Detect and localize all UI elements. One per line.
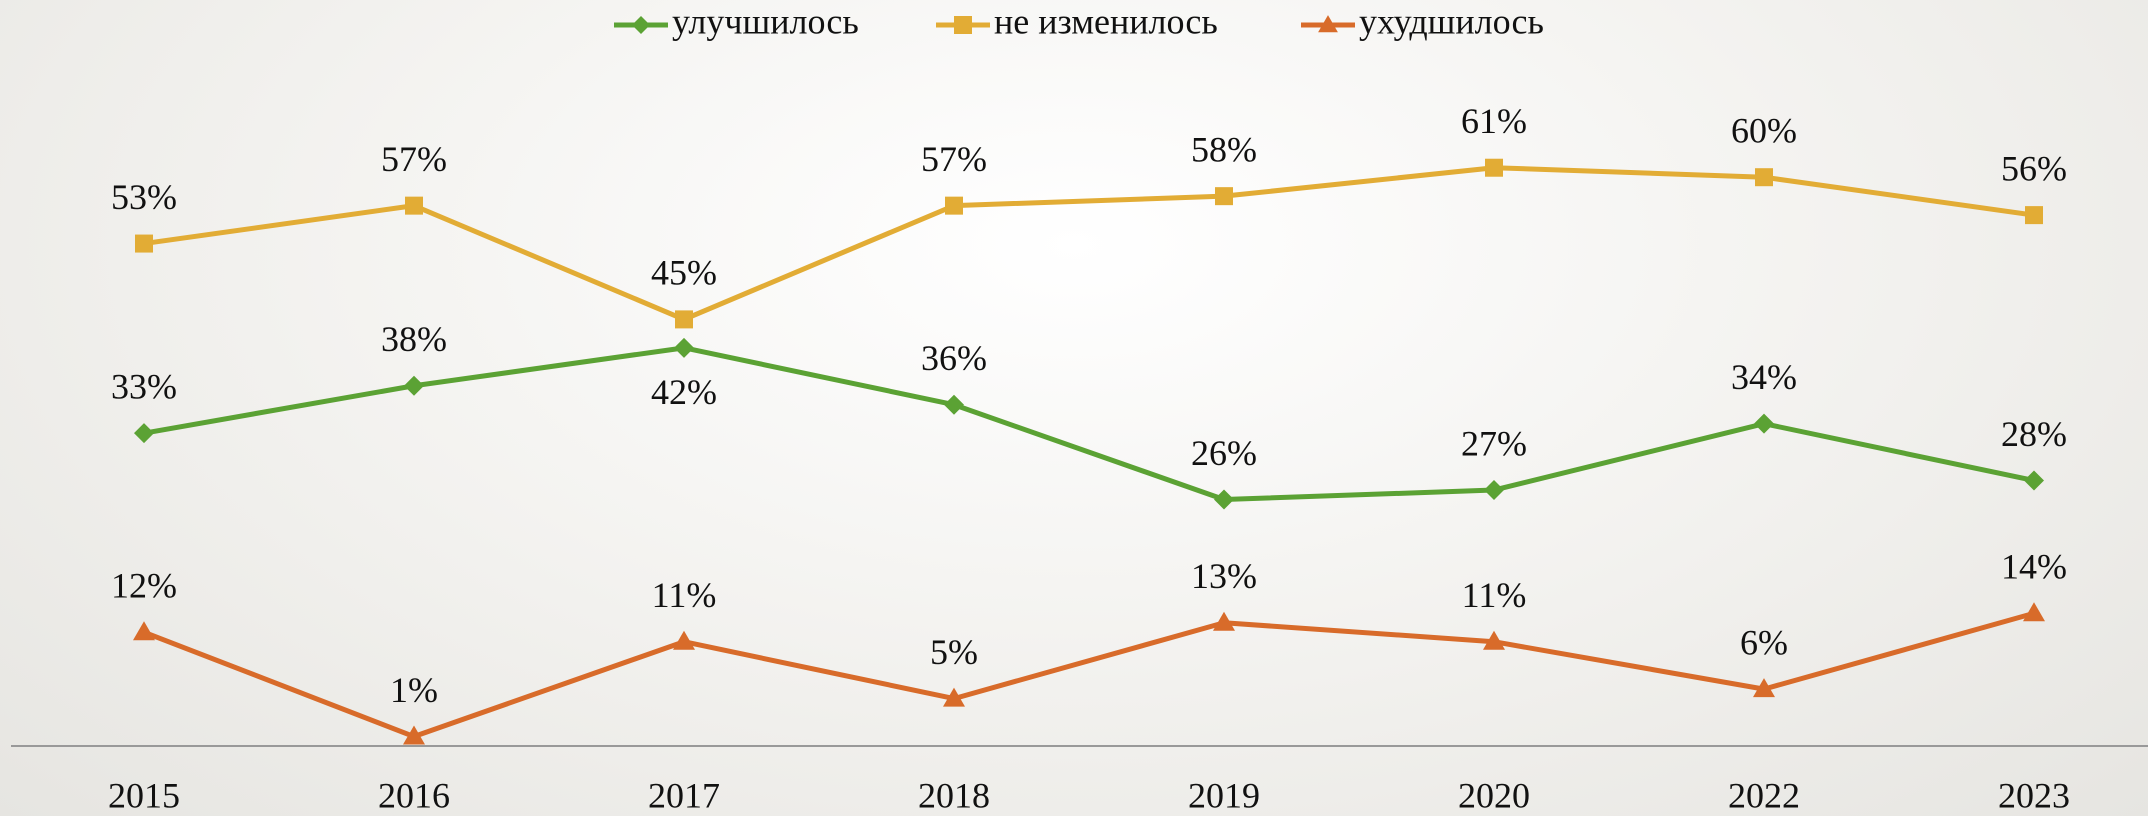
data-label: 14% <box>2001 547 2067 587</box>
marker <box>945 196 963 215</box>
legend-label: улучшилось <box>672 1 859 41</box>
data-label: 57% <box>921 139 987 179</box>
x-tick-label: 2017 <box>648 775 720 815</box>
data-label: 1% <box>390 670 438 710</box>
data-label: 61% <box>1461 101 1527 141</box>
x-tick-label: 2022 <box>1728 775 1800 815</box>
data-label: 57% <box>381 139 447 179</box>
marker <box>1755 168 1773 187</box>
x-tick-label: 2020 <box>1458 775 1530 815</box>
data-label: 58% <box>1191 129 1257 169</box>
marker <box>1483 630 1505 650</box>
x-tick-label: 2016 <box>378 775 450 815</box>
marker <box>1213 611 1235 631</box>
data-label: 45% <box>651 253 717 293</box>
marker <box>675 310 693 329</box>
marker <box>1753 678 1775 698</box>
marker <box>944 394 964 415</box>
data-label: 26% <box>1191 433 1257 473</box>
data-label: 12% <box>111 566 177 606</box>
data-label: 33% <box>111 366 177 406</box>
data-label: 53% <box>111 177 177 217</box>
marker <box>134 423 154 444</box>
data-label: 28% <box>2001 414 2067 454</box>
data-label: 11% <box>1462 575 1527 615</box>
legend-label: ухудшилось <box>1359 1 1544 41</box>
data-label: 13% <box>1191 556 1257 596</box>
series-line <box>143 610 2035 740</box>
marker <box>403 725 425 745</box>
marker <box>404 375 424 396</box>
marker <box>954 16 972 34</box>
marker <box>1318 15 1338 33</box>
x-tick-label: 2019 <box>1188 775 1260 815</box>
legend-label: не изменилось <box>994 1 1218 41</box>
marker <box>673 630 695 650</box>
marker <box>1754 413 1774 434</box>
data-label: 56% <box>2001 148 2067 188</box>
data-label: 27% <box>1461 423 1527 463</box>
marker <box>1485 158 1503 177</box>
marker <box>1215 187 1233 206</box>
marker <box>2023 602 2045 622</box>
data-label: 38% <box>381 319 447 359</box>
data-label: 11% <box>652 575 717 615</box>
marker <box>405 196 423 215</box>
x-tick-label: 2023 <box>1998 775 2070 815</box>
marker <box>2025 206 2043 225</box>
data-label: 34% <box>1731 357 1797 397</box>
marker <box>943 687 965 707</box>
marker <box>632 16 650 34</box>
x-tick-label: 2018 <box>918 775 990 815</box>
data-label: 60% <box>1731 110 1797 150</box>
marker <box>2024 470 2044 491</box>
series-line <box>143 345 2035 503</box>
marker <box>133 621 155 641</box>
marker <box>1214 489 1234 510</box>
marker <box>1484 480 1504 501</box>
marker <box>135 234 153 253</box>
data-label: 5% <box>930 632 978 672</box>
data-label: 42% <box>651 372 717 412</box>
data-label: 36% <box>921 338 987 378</box>
data-label: 6% <box>1740 622 1788 662</box>
marker <box>674 337 694 358</box>
series-line <box>143 165 2035 322</box>
x-tick-label: 2015 <box>108 775 180 815</box>
